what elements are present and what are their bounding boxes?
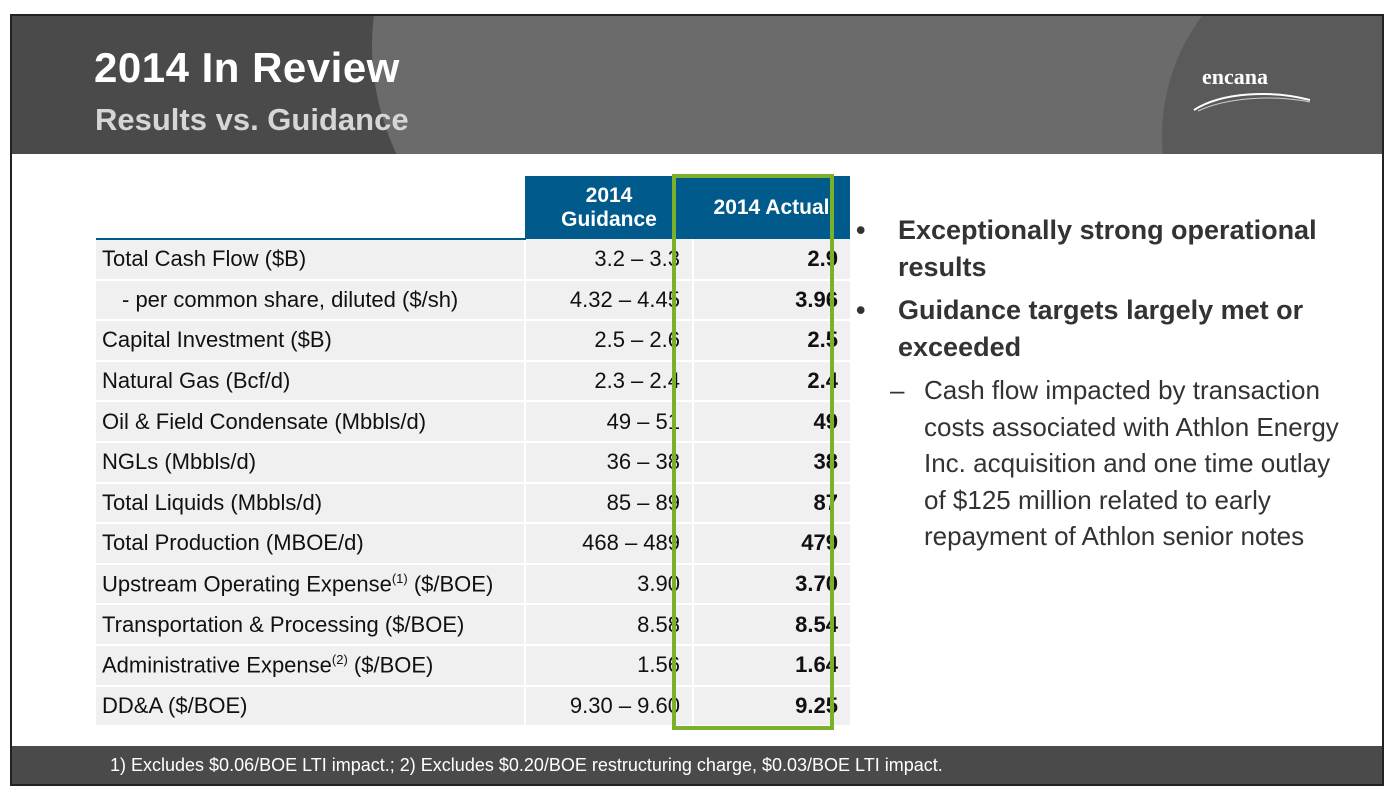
footnote-text: 1) Excludes $0.06/BOE LTI impact.; 2) Ex… <box>110 755 943 775</box>
bullet-text: Exceptionally strong operational results <box>898 215 1317 282</box>
row-guidance: 4.32 – 4.45 <box>524 279 693 322</box>
footnote-ref: (2) <box>331 652 348 668</box>
row-label-text: Upstream Operating Expense <box>102 571 392 597</box>
row-label: - per common share, diluted ($/sh) <box>96 279 525 322</box>
row-actual: 1.64 <box>692 644 850 687</box>
row-label: Natural Gas (Bcf/d) <box>96 360 525 403</box>
table-row: Transportation & Processing ($/BOE) 8.58… <box>96 604 850 646</box>
row-guidance: 3.2 – 3.3 <box>524 239 693 281</box>
row-actual: 9.25 <box>692 685 850 728</box>
row-label: Administrative Expense(2) ($/BOE) <box>96 644 525 687</box>
row-actual: 2.9 <box>692 239 850 281</box>
logo-swoosh-icon <box>1193 93 1311 112</box>
row-actual: 3.70 <box>692 563 850 606</box>
row-guidance: 3.90 <box>524 563 693 606</box>
bullet-list: • Exceptionally strong operational resul… <box>854 212 1344 555</box>
row-actual: 8.54 <box>692 604 850 646</box>
row-guidance: 85 – 89 <box>524 482 693 525</box>
header-banner: 2014 In Review Results vs. Guidance enca… <box>12 16 1382 154</box>
table-row: Natural Gas (Bcf/d) 2.3 – 2.4 2.4 <box>96 360 850 403</box>
table-row: Capital Investment ($B) 2.5 – 2.6 2.5 <box>96 320 850 362</box>
row-actual: 479 <box>692 523 850 565</box>
col-header-actual: 2014 Actual <box>693 176 850 239</box>
table-row: Administrative Expense(2) ($/BOE) 1.56 1… <box>96 644 850 687</box>
table-header-row: 2014 Guidance 2014 Actual <box>96 176 850 240</box>
row-guidance: 36 – 38 <box>524 441 693 484</box>
page-title: 2014 In Review <box>94 44 400 91</box>
row-guidance: 8.58 <box>524 604 693 646</box>
row-label: Total Liquids (Mbbls/d) <box>96 482 525 525</box>
sub-bullet-item: – Cash flow impacted by transaction cost… <box>854 372 1344 555</box>
table-header-blank <box>96 176 525 240</box>
row-guidance: 2.3 – 2.4 <box>524 360 693 403</box>
dash-icon: – <box>890 375 905 405</box>
footer-bar: 1) Excludes $0.06/BOE LTI impact.; 2) Ex… <box>12 746 1382 784</box>
table-row: Total Production (MBOE/d) 468 – 489 479 <box>96 523 850 565</box>
row-label: DD&A ($/BOE) <box>96 685 525 728</box>
table-row: Total Liquids (Mbbls/d) 85 – 89 87 <box>96 482 850 525</box>
bullet-item: • Guidance targets largely met or exceed… <box>854 292 1344 366</box>
row-label-unit: ($/BOE) <box>347 652 434 678</box>
row-label: Transportation & Processing ($/BOE) <box>96 604 525 646</box>
header-swoosh-decoration-2 <box>1162 16 1382 154</box>
results-table: 2014 Guidance 2014 Actual Total Cash Flo… <box>96 176 850 728</box>
row-label: Total Cash Flow ($B) <box>96 239 525 281</box>
bullet-text: Guidance targets largely met or exceeded <box>898 295 1304 362</box>
table-row: DD&A ($/BOE) 9.30 – 9.60 9.25 <box>96 685 850 728</box>
row-guidance: 9.30 – 9.60 <box>524 685 693 728</box>
bullet-dot-icon: • <box>856 295 866 325</box>
bullet-dot-icon: • <box>856 215 866 245</box>
row-actual: 38 <box>692 441 850 484</box>
row-actual: 2.5 <box>692 320 850 362</box>
row-label-text: Administrative Expense <box>102 652 332 678</box>
row-actual: 87 <box>692 482 850 525</box>
table-row: Upstream Operating Expense(1) ($/BOE) 3.… <box>96 563 850 606</box>
row-guidance: 2.5 – 2.6 <box>524 320 693 362</box>
bullet-item: • Exceptionally strong operational resul… <box>854 212 1344 286</box>
row-label: Total Production (MBOE/d) <box>96 523 525 565</box>
row-guidance: 1.56 <box>524 644 693 687</box>
page-subtitle: Results vs. Guidance <box>95 102 409 137</box>
row-actual: 2.4 <box>692 360 850 403</box>
row-label: NGLs (Mbbls/d) <box>96 441 525 484</box>
sub-bullet-text: Cash flow impacted by transaction costs … <box>924 375 1339 551</box>
slide: 2014 In Review Results vs. Guidance enca… <box>10 14 1384 786</box>
table-row: NGLs (Mbbls/d) 36 – 38 38 <box>96 441 850 484</box>
row-label-unit: ($/BOE) <box>407 571 494 597</box>
row-label: Upstream Operating Expense(1) ($/BOE) <box>96 563 525 606</box>
row-actual: 49 <box>692 401 850 443</box>
row-label: Oil & Field Condensate (Mbbls/d) <box>96 401 525 443</box>
company-logo: encana <box>1192 64 1312 114</box>
table-row: - per common share, diluted ($/sh) 4.32 … <box>96 279 850 322</box>
row-guidance: 468 – 489 <box>524 523 693 565</box>
col-header-guidance: 2014 Guidance <box>525 176 693 239</box>
table-row: Oil & Field Condensate (Mbbls/d) 49 – 51… <box>96 401 850 443</box>
logo-text: encana <box>1202 64 1268 89</box>
table-row: Total Cash Flow ($B) 3.2 – 3.3 2.9 <box>96 239 850 281</box>
footnote-ref: (1) <box>391 570 408 586</box>
row-label: Capital Investment ($B) <box>96 320 525 362</box>
row-actual: 3.96 <box>692 279 850 322</box>
row-guidance: 49 – 51 <box>524 401 693 443</box>
